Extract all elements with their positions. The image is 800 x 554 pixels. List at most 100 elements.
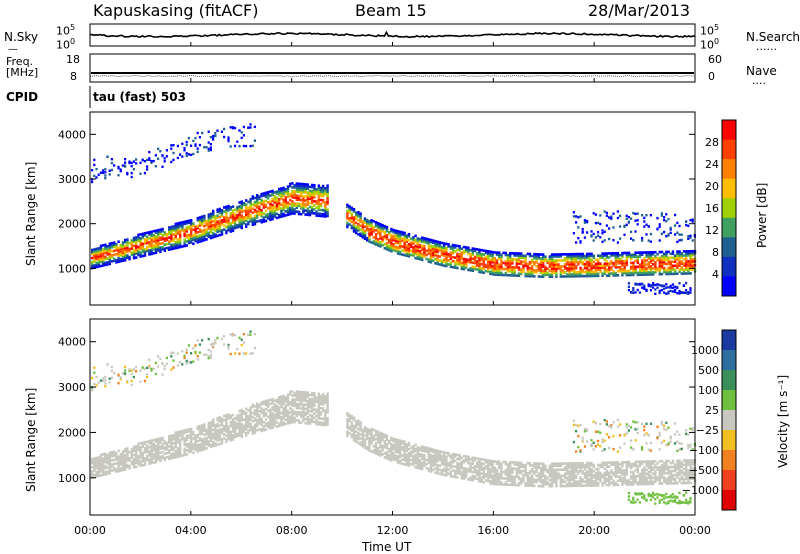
power-cell xyxy=(487,258,490,261)
power-cell xyxy=(517,274,521,277)
power-cell xyxy=(636,283,639,286)
power-cell xyxy=(269,194,272,197)
power-cell xyxy=(517,252,521,255)
power-cell xyxy=(509,263,512,267)
power-cell xyxy=(236,216,239,219)
power-cell xyxy=(443,254,446,257)
power-cell xyxy=(641,282,644,285)
power-cell xyxy=(93,252,96,255)
velocity-cell xyxy=(293,398,296,401)
power-cell xyxy=(229,126,232,129)
velocity-cell xyxy=(190,448,193,451)
velocity-cell xyxy=(511,469,514,472)
velocity-cell xyxy=(399,449,402,453)
power-cell xyxy=(139,247,142,250)
power-cell xyxy=(511,258,514,261)
power-cell xyxy=(132,160,135,163)
velocity-cell xyxy=(473,477,477,480)
power-cell xyxy=(357,233,360,236)
cpid-label: CPID xyxy=(6,90,39,104)
power-cell xyxy=(665,250,668,254)
power-cell xyxy=(638,253,642,256)
velocity-cell xyxy=(407,458,411,461)
power-cell xyxy=(652,271,655,274)
velocity-cell xyxy=(440,456,444,460)
velocity-cell xyxy=(355,420,358,423)
power-cell xyxy=(143,248,147,251)
power-cell xyxy=(187,227,191,231)
velocity-cell xyxy=(154,446,158,449)
power-cell xyxy=(654,254,657,258)
velocity-cell xyxy=(520,461,523,465)
velocity-cell xyxy=(258,420,261,423)
power-cell xyxy=(429,244,433,248)
power-cell xyxy=(146,165,149,168)
power-cell xyxy=(447,253,450,256)
velocity-cell xyxy=(524,474,527,477)
velocity-cell xyxy=(119,469,122,472)
power-cell xyxy=(403,237,406,241)
velocity-cell xyxy=(421,447,424,450)
velocity-cell xyxy=(146,446,149,450)
power-cell xyxy=(315,202,318,205)
velocity-cell xyxy=(146,440,149,443)
power-cell xyxy=(473,247,477,251)
power-cell xyxy=(216,226,219,230)
power-cell xyxy=(627,273,631,277)
velocity-cell xyxy=(324,419,327,423)
power-cell xyxy=(311,209,314,213)
velocity-cell xyxy=(225,418,228,421)
power-cell xyxy=(106,245,109,248)
power-cell xyxy=(99,250,103,254)
velocity-cell xyxy=(238,423,241,427)
power-cell xyxy=(407,238,411,242)
power-cell xyxy=(416,237,419,240)
power-cell xyxy=(102,264,105,267)
power-cell xyxy=(478,252,481,256)
power-cell xyxy=(388,244,391,248)
velocity-cell xyxy=(311,410,314,413)
power-cell xyxy=(597,266,600,270)
power-cell xyxy=(216,208,219,211)
power-cell xyxy=(487,250,490,253)
velocity-cell xyxy=(198,430,202,434)
power-cell xyxy=(214,233,217,236)
velocity-cell xyxy=(379,437,382,441)
velocity-cell xyxy=(403,452,406,456)
velocity-cell xyxy=(192,360,195,363)
power-cell xyxy=(256,196,259,199)
power-cell xyxy=(297,212,301,216)
velocity-cell xyxy=(491,478,494,481)
velocity-cell xyxy=(410,458,413,462)
power-cell xyxy=(216,214,219,217)
power-cell xyxy=(262,192,265,195)
power-cell xyxy=(570,273,573,276)
velocity-cell xyxy=(117,382,120,385)
power-cell xyxy=(616,257,620,261)
velocity-cell xyxy=(443,455,446,458)
velocity-cell xyxy=(491,480,494,483)
velocity-cell xyxy=(258,418,261,421)
velocity-cell xyxy=(462,473,466,476)
power-cell xyxy=(663,287,666,290)
velocity-cell xyxy=(368,449,371,452)
power-cell xyxy=(165,242,169,246)
velocity-cell xyxy=(377,438,380,442)
velocity-cell xyxy=(443,459,446,462)
velocity-cell xyxy=(291,398,294,401)
velocity-cell xyxy=(150,439,153,442)
power-cell xyxy=(577,252,580,256)
velocity-cell xyxy=(139,448,142,451)
velocity-cell xyxy=(238,432,241,435)
power-cell xyxy=(260,210,263,214)
power-cell xyxy=(473,249,477,253)
power-cell xyxy=(121,247,125,250)
velocity-cell xyxy=(135,370,138,373)
power-cell xyxy=(687,260,690,263)
power-cell xyxy=(438,255,441,258)
velocity-cell xyxy=(396,455,400,458)
velocity-cell xyxy=(423,445,426,449)
power-cell xyxy=(179,243,182,247)
velocity-cell xyxy=(247,419,250,422)
power-cell xyxy=(619,257,622,261)
